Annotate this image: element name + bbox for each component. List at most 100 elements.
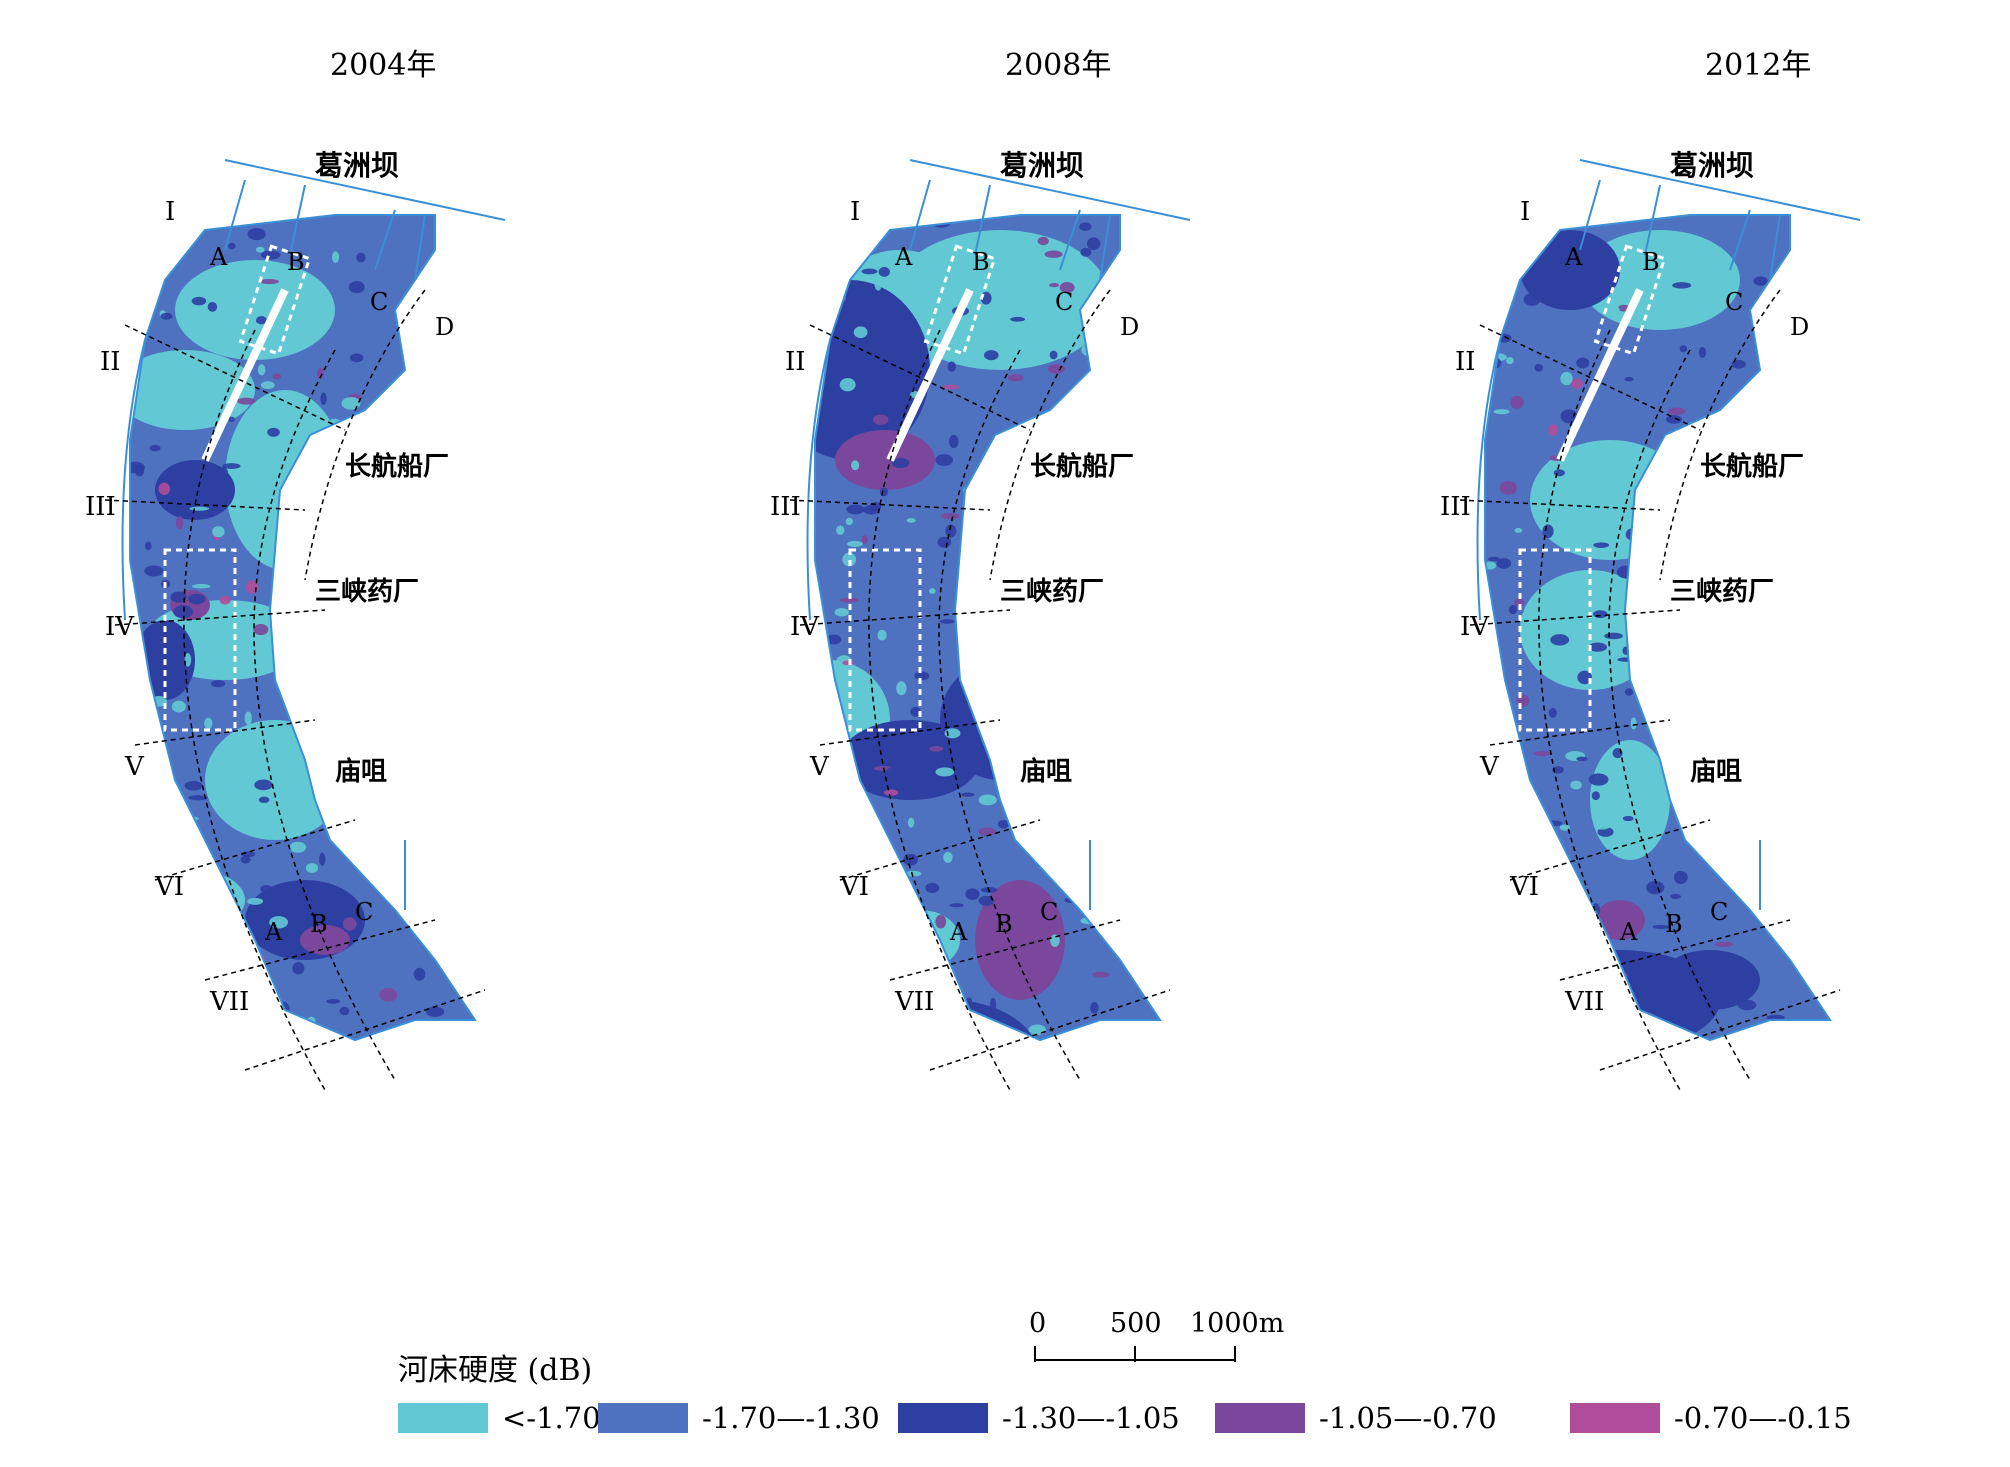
hardness-speckle bbox=[356, 792, 375, 804]
hardness-speckle bbox=[305, 863, 319, 873]
hardness-speckle bbox=[1744, 759, 1753, 772]
study-box-upper bbox=[238, 244, 312, 356]
hardness-speckle bbox=[1755, 843, 1769, 851]
hardness-speckle bbox=[1803, 300, 1813, 314]
hardness-speckle bbox=[140, 228, 151, 242]
hardness-speckle bbox=[856, 299, 868, 307]
hardness-speckle bbox=[1489, 325, 1497, 337]
hardness-speckle bbox=[978, 895, 995, 906]
hardness-speckle bbox=[207, 301, 218, 312]
hardness-speckle bbox=[978, 794, 997, 806]
hardness-speckle bbox=[1514, 527, 1523, 533]
tributary-lines bbox=[1476, 339, 1761, 910]
hardness-speckle bbox=[842, 552, 857, 567]
hardness-speckle bbox=[1752, 638, 1761, 648]
hardness-speckle bbox=[1590, 949, 1598, 958]
hardness-speckle bbox=[1511, 928, 1529, 940]
hardness-speckle bbox=[1777, 343, 1792, 356]
channel-label-lower-b: B bbox=[995, 910, 1013, 938]
hardness-speckle bbox=[1553, 469, 1565, 477]
scale-label-0: 0 bbox=[1029, 1308, 1047, 1339]
hardness-speckle bbox=[1496, 558, 1512, 569]
hardness-speckle bbox=[219, 595, 231, 605]
hardness-speckle bbox=[1485, 310, 1503, 322]
hardness-speckle bbox=[907, 817, 915, 828]
hardness-speckle bbox=[1588, 773, 1609, 786]
hardness-speckle bbox=[1695, 557, 1713, 563]
hardness-speckle bbox=[947, 361, 956, 372]
longitudinal-line bbox=[304, 289, 426, 581]
channel-label-upper-a: A bbox=[1564, 243, 1583, 271]
hardness-speckle bbox=[1113, 823, 1134, 838]
hardness-speckle bbox=[888, 905, 901, 917]
hardness-speckle bbox=[184, 780, 203, 791]
hardness-speckle bbox=[1712, 996, 1720, 1001]
hardness-speckle bbox=[1769, 396, 1776, 406]
hardness-speckle bbox=[948, 434, 959, 449]
hardness-speckle bbox=[949, 903, 964, 908]
hardness-speckle bbox=[319, 852, 326, 866]
hardness-speckle bbox=[851, 460, 860, 471]
legend-item-2: -1.70—-1.30 bbox=[598, 1400, 880, 1436]
zone-label-1: I bbox=[850, 197, 860, 227]
hardness-speckle bbox=[207, 951, 223, 963]
hardness-speckle bbox=[958, 590, 972, 600]
hardness-speckle bbox=[1506, 357, 1514, 365]
hardness-speckle bbox=[1117, 903, 1137, 914]
hardness-speckle bbox=[341, 397, 361, 410]
hardness-speckle bbox=[317, 367, 324, 379]
channel-label-upper-b: B bbox=[1642, 248, 1660, 276]
label-miaozui: 庙咀 bbox=[1690, 756, 1742, 787]
hardness-speckle bbox=[968, 491, 987, 501]
hardness-speckle bbox=[1616, 565, 1636, 579]
hardness-speckle bbox=[827, 883, 840, 890]
zone-label-2: II bbox=[1455, 347, 1476, 377]
hardness-speckle bbox=[413, 872, 423, 881]
channel-label-lower-b: B bbox=[1665, 910, 1683, 938]
legend-item-1: <-1.70 bbox=[398, 1400, 601, 1436]
hardness-speckle bbox=[217, 466, 228, 478]
panel-title-2008: 2008年 bbox=[1005, 48, 1112, 83]
hardness-speckle bbox=[260, 381, 275, 389]
hardness-speckle bbox=[1617, 657, 1636, 662]
hardness-speckle bbox=[1499, 481, 1517, 495]
hardness-speckle bbox=[1120, 641, 1139, 648]
hardness-speckle bbox=[886, 766, 903, 778]
scale-bar bbox=[1034, 1346, 1236, 1362]
hardness-speckle bbox=[170, 591, 187, 603]
hardness-speckle bbox=[401, 640, 409, 650]
hardness-speckle bbox=[852, 765, 872, 777]
hardness-speckle bbox=[255, 316, 267, 325]
hardness-speckle bbox=[1786, 779, 1801, 784]
hardness-speckle bbox=[1591, 791, 1600, 801]
hardness-speckle bbox=[1795, 609, 1815, 622]
hardness-speckle bbox=[1125, 926, 1136, 937]
hardness-speckle bbox=[826, 634, 842, 645]
hardness-speckle bbox=[227, 416, 235, 422]
hardness-speckle bbox=[184, 653, 192, 667]
legend-label-4: -1.05—-0.70 bbox=[1319, 1401, 1497, 1435]
hardness-speckle bbox=[190, 921, 199, 927]
zone-label-7: VII bbox=[209, 987, 249, 1017]
hardness-speckle bbox=[422, 932, 436, 946]
hardness-speckle bbox=[1604, 632, 1623, 640]
cross-section-line bbox=[799, 609, 1011, 626]
hardness-speckle bbox=[1047, 364, 1066, 374]
hardness-speckle bbox=[884, 789, 899, 796]
hardness-speckle bbox=[1084, 841, 1103, 852]
hardness-speckle bbox=[139, 853, 152, 859]
hardness-speckle bbox=[937, 536, 952, 548]
hardness-speckle bbox=[1060, 403, 1073, 409]
hardness-speckle bbox=[940, 512, 960, 520]
hardness-speckle bbox=[842, 660, 854, 666]
hardness-speckle bbox=[856, 713, 865, 724]
hardness-speckle bbox=[839, 946, 857, 957]
hardness-speckle bbox=[1108, 810, 1123, 824]
legend-label-2: -1.70—-1.30 bbox=[702, 1401, 880, 1435]
channel-label-upper-d: D bbox=[435, 313, 454, 341]
channel-label-upper-a: A bbox=[209, 243, 228, 271]
hardness-speckle bbox=[309, 619, 322, 625]
hardness-speckle bbox=[1516, 694, 1530, 707]
hardness-speckle bbox=[1593, 542, 1610, 548]
